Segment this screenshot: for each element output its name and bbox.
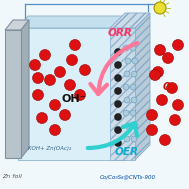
Text: O₂: O₂ (163, 82, 176, 92)
Circle shape (115, 61, 122, 68)
Circle shape (54, 67, 66, 77)
Circle shape (173, 40, 184, 50)
Circle shape (115, 49, 122, 56)
Circle shape (154, 2, 166, 14)
Text: OER: OER (115, 147, 139, 157)
Circle shape (123, 84, 129, 90)
Circle shape (74, 90, 85, 101)
Circle shape (124, 136, 130, 142)
Circle shape (146, 109, 157, 121)
Circle shape (115, 139, 122, 146)
Circle shape (146, 125, 157, 136)
Circle shape (132, 58, 138, 64)
Polygon shape (110, 28, 135, 160)
Circle shape (33, 90, 43, 101)
Polygon shape (21, 20, 29, 158)
Circle shape (131, 71, 137, 77)
Circle shape (160, 135, 170, 146)
Circle shape (44, 74, 56, 85)
Circle shape (124, 71, 130, 77)
Circle shape (130, 45, 136, 51)
Circle shape (115, 126, 122, 133)
Circle shape (156, 94, 167, 105)
Circle shape (149, 70, 160, 81)
Circle shape (131, 136, 137, 142)
Circle shape (131, 97, 137, 103)
Circle shape (153, 67, 163, 77)
Circle shape (29, 60, 40, 70)
Polygon shape (110, 13, 150, 28)
Circle shape (123, 45, 129, 51)
Circle shape (154, 44, 166, 56)
Circle shape (70, 40, 81, 50)
Text: KOH+ Zn(OAc)₂: KOH+ Zn(OAc)₂ (28, 146, 71, 151)
Text: ORR: ORR (108, 28, 133, 38)
Text: OH⁻: OH⁻ (62, 94, 87, 104)
Circle shape (115, 101, 122, 108)
FancyArrowPatch shape (90, 43, 137, 94)
Circle shape (125, 123, 131, 129)
Circle shape (167, 83, 177, 94)
Circle shape (132, 123, 138, 129)
Text: Zn foil: Zn foil (2, 174, 22, 179)
Circle shape (60, 109, 70, 121)
FancyArrowPatch shape (88, 123, 137, 148)
Circle shape (130, 110, 136, 116)
Circle shape (36, 112, 47, 123)
Circle shape (115, 114, 122, 121)
Circle shape (40, 50, 50, 60)
Circle shape (115, 88, 122, 94)
Circle shape (173, 99, 184, 111)
Circle shape (50, 99, 60, 111)
Circle shape (67, 54, 77, 66)
Circle shape (80, 64, 91, 75)
Circle shape (64, 80, 75, 91)
Circle shape (115, 74, 122, 81)
Circle shape (125, 58, 131, 64)
Circle shape (124, 97, 130, 103)
Circle shape (163, 53, 174, 64)
Circle shape (130, 84, 136, 90)
Polygon shape (18, 16, 136, 28)
Polygon shape (5, 30, 21, 158)
Circle shape (33, 73, 43, 84)
Circle shape (170, 115, 180, 125)
Polygon shape (18, 28, 126, 160)
Polygon shape (126, 16, 136, 160)
Text: Co/Co₉S₈@CNTs-900: Co/Co₉S₈@CNTs-900 (100, 174, 156, 179)
Polygon shape (5, 20, 29, 30)
Polygon shape (135, 13, 150, 160)
Circle shape (123, 110, 129, 116)
Circle shape (50, 125, 60, 136)
